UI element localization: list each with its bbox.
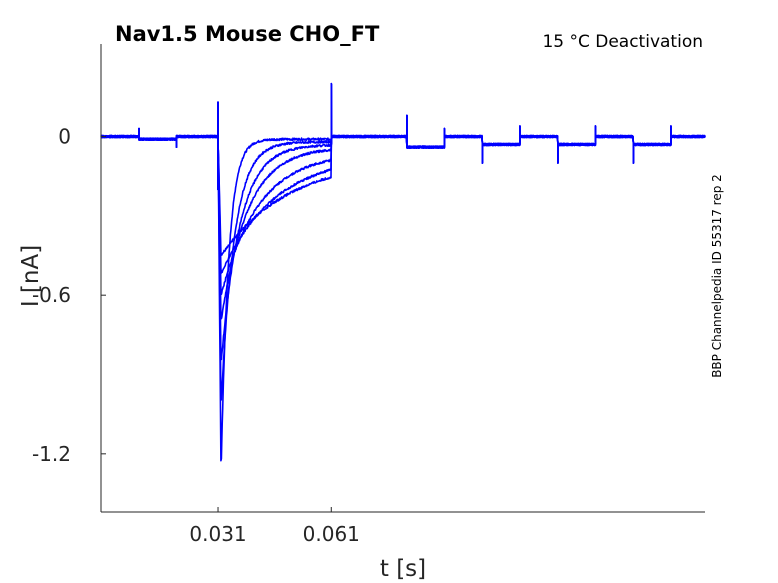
chart-title: Nav1.5 Mouse CHO_FT bbox=[115, 22, 380, 46]
y-tick-label: -0.6 bbox=[32, 283, 71, 307]
series-trace-1 bbox=[100, 82, 706, 462]
x-axis-label: t [s] bbox=[380, 556, 426, 582]
y-tick-label: 0 bbox=[58, 125, 71, 149]
series-trace-7 bbox=[100, 82, 706, 256]
series-trace-5 bbox=[100, 82, 706, 296]
series-trace-2 bbox=[100, 82, 706, 401]
x-tick-label: 0.061 bbox=[303, 522, 360, 546]
chart-subtitle: 15 °C Deactivation bbox=[542, 32, 703, 52]
x-ticks: 0.031 0.061 bbox=[189, 507, 360, 546]
x-tick-label: 0.031 bbox=[189, 522, 246, 546]
y-ticks: 0 -0.6 -1.2 bbox=[32, 125, 106, 466]
y-axis-label: I [nA] bbox=[18, 245, 44, 307]
side-label: BBP Channelpedia ID 55317 rep 2 bbox=[710, 174, 724, 378]
series-trace-3 bbox=[100, 82, 706, 361]
series-trace-4 bbox=[100, 82, 706, 320]
y-tick-label: -1.2 bbox=[32, 442, 71, 466]
plot-area bbox=[100, 82, 706, 462]
series-trace-6 bbox=[100, 82, 706, 274]
